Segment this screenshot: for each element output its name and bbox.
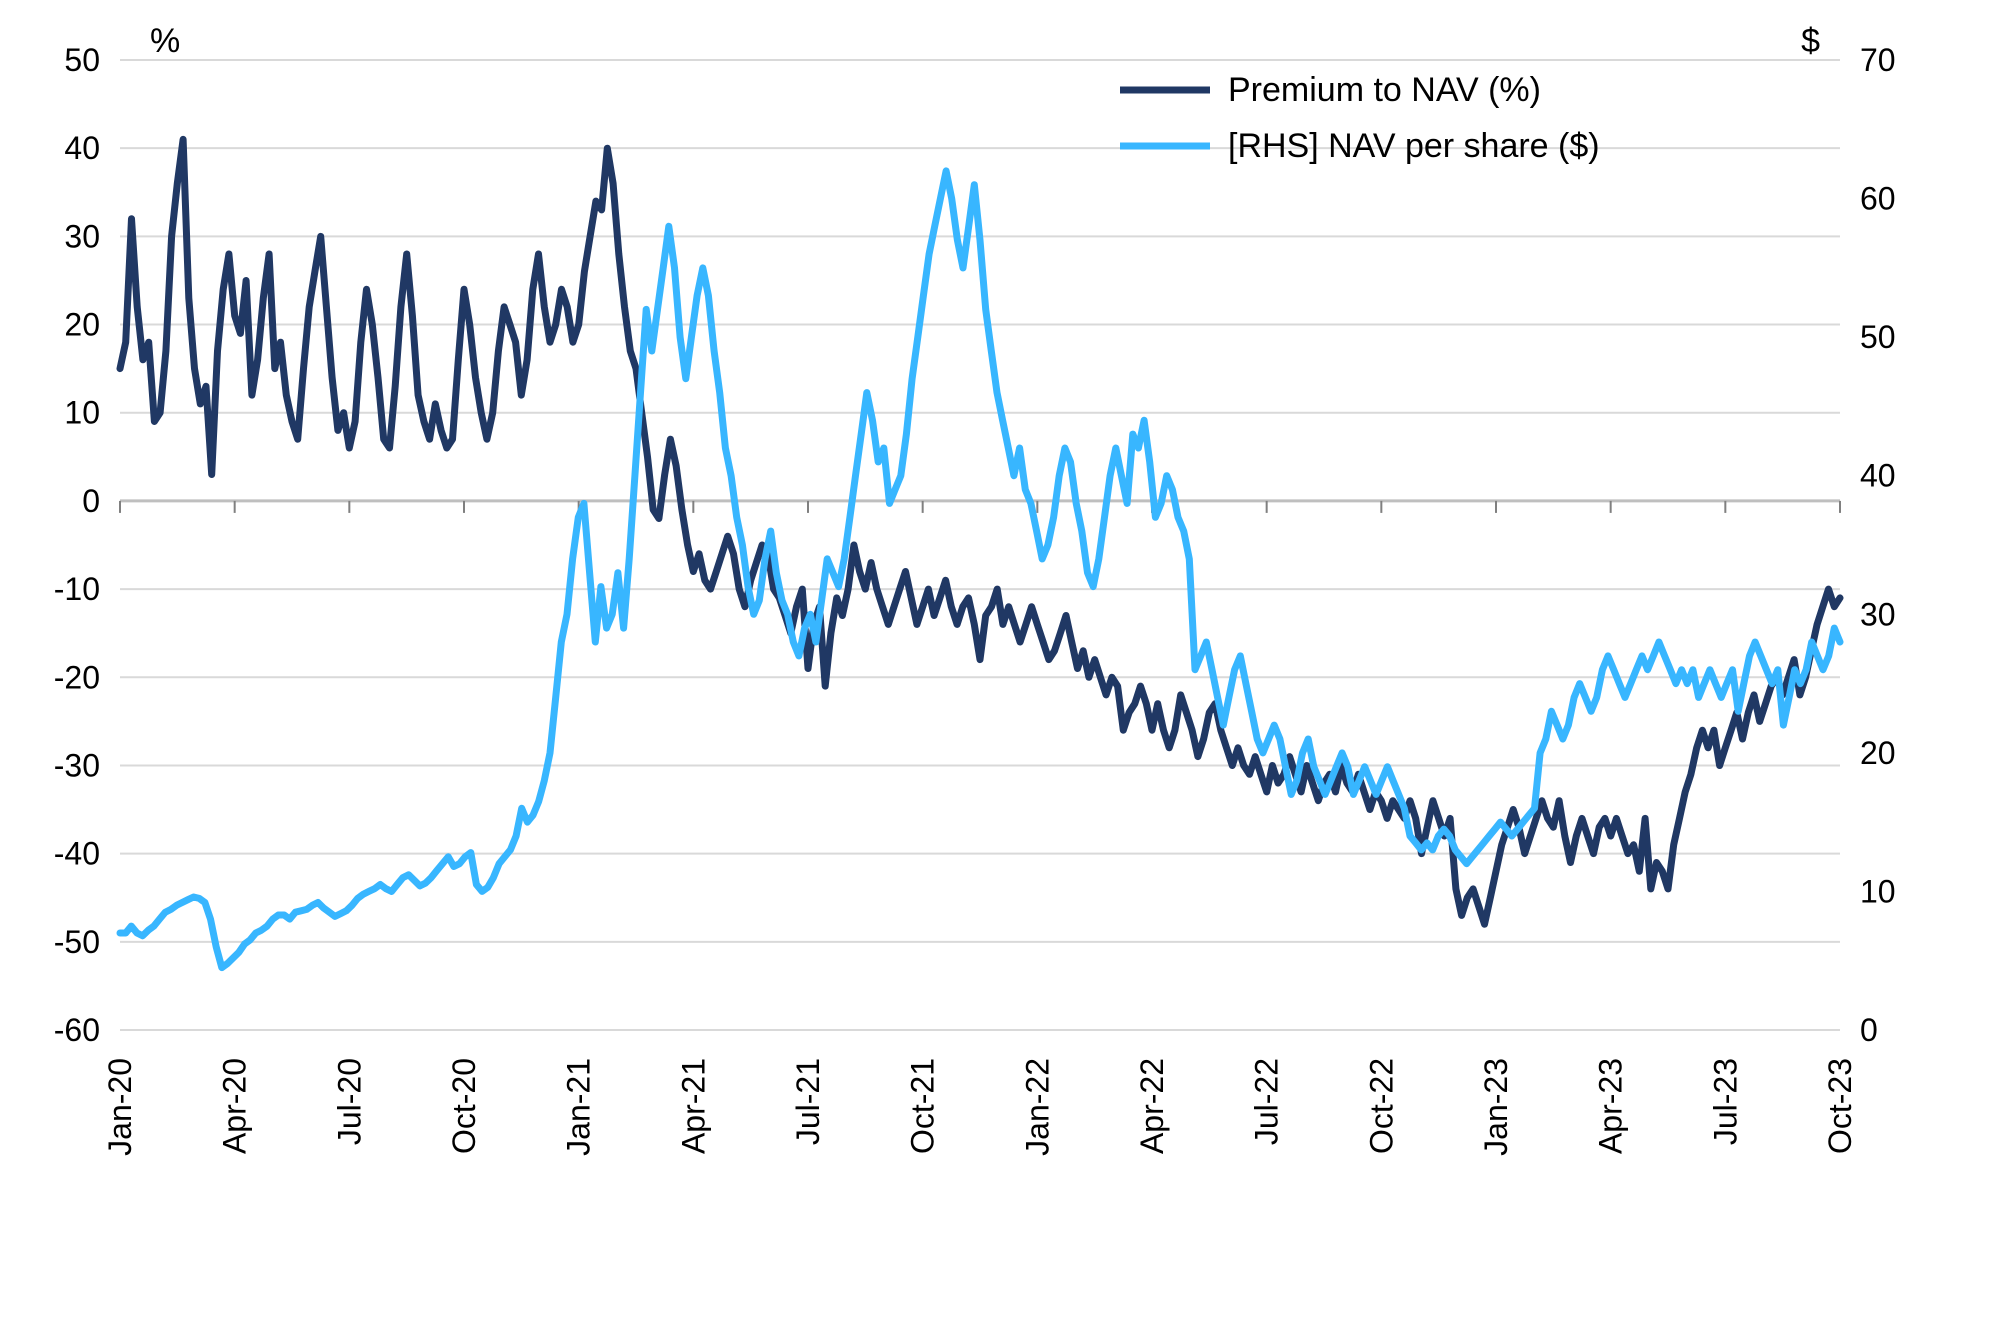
x-tick-label: Jul-20: [331, 1058, 367, 1145]
right-tick-label: 30: [1860, 596, 1896, 632]
left-tick-label: 10: [64, 395, 100, 431]
left-tick-label: -40: [54, 836, 100, 872]
x-tick-label: Jan-20: [102, 1058, 138, 1156]
x-tick-label: Jul-21: [790, 1058, 826, 1145]
x-tick-label: Jan-23: [1478, 1058, 1514, 1156]
right-tick-label: 20: [1860, 735, 1896, 771]
left-tick-label: 20: [64, 307, 100, 343]
x-tick-label: Oct-20: [446, 1058, 482, 1154]
dual-axis-line-chart: 50 40 30 20 10 0 -10 -20 -30 -40 -50 -60 70 60 50 40 30 2…: [0, 0, 1994, 1322]
x-tick-label: Oct-23: [1822, 1058, 1858, 1154]
x-tick-label: Oct-22: [1363, 1058, 1399, 1154]
legend-label: [RHS] NAV per share ($): [1228, 127, 1600, 165]
right-tick-label: 50: [1860, 319, 1896, 355]
x-tick-label: Jul-23: [1707, 1058, 1743, 1145]
right-axis-unit: $: [1801, 22, 1820, 60]
left-tick-label: -10: [54, 571, 100, 607]
left-tick-label: 40: [64, 130, 100, 166]
legend-label: Premium to NAV (%): [1228, 71, 1541, 109]
left-tick-label: -60: [54, 1012, 100, 1048]
left-tick-label: 50: [64, 42, 100, 78]
x-tick-label: Apr-20: [217, 1058, 253, 1154]
left-tick-label: 0: [82, 483, 100, 519]
right-tick-label: 10: [1860, 873, 1896, 909]
left-tick-label: -20: [54, 659, 100, 695]
left-axis-unit: %: [150, 22, 180, 60]
left-tick-label: 30: [64, 218, 100, 254]
right-tick-label: 60: [1860, 181, 1896, 217]
x-tick-label: Apr-22: [1134, 1058, 1170, 1154]
x-tick-label: Jan-22: [1019, 1058, 1055, 1156]
x-tick-label: Apr-23: [1593, 1058, 1629, 1154]
x-tick-label: Jul-22: [1249, 1058, 1285, 1145]
x-tick-label: Apr-21: [675, 1058, 711, 1154]
chart-container: 50 40 30 20 10 0 -10 -20 -30 -40 -50 -60 70 60 50 40 30 2…: [0, 0, 1994, 1322]
right-tick-label: 0: [1860, 1012, 1878, 1048]
left-tick-label: -50: [54, 924, 100, 960]
right-tick-label: 70: [1860, 42, 1896, 78]
left-tick-label: -30: [54, 747, 100, 783]
x-tick-label: Jan-21: [561, 1058, 597, 1156]
x-tick-label: Oct-21: [905, 1058, 941, 1154]
right-tick-label: 40: [1860, 458, 1896, 494]
